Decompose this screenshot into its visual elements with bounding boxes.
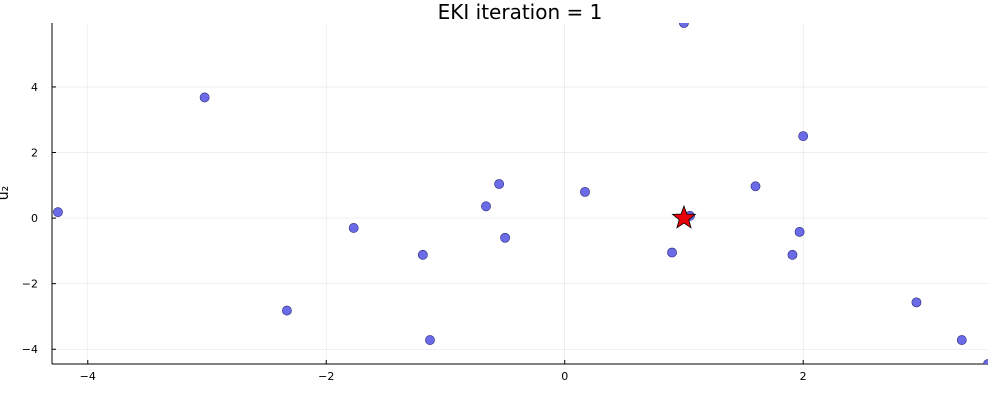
y-tick-label: 4 xyxy=(31,81,38,94)
axes xyxy=(51,23,988,365)
data-point xyxy=(580,186,590,197)
grid xyxy=(52,23,988,364)
x-tick-label: −2 xyxy=(318,370,334,383)
y-tick-label: −2 xyxy=(22,278,38,291)
data-point xyxy=(417,249,428,260)
data-point xyxy=(199,92,210,103)
x-tick-label: −4 xyxy=(80,370,96,383)
data-point xyxy=(750,181,761,192)
data-point xyxy=(53,207,63,218)
data-point xyxy=(679,23,689,28)
data-point xyxy=(494,179,505,189)
y-tick-label: 2 xyxy=(31,147,38,160)
data-point xyxy=(956,335,967,345)
data-point xyxy=(911,297,922,308)
target-star-marker xyxy=(671,204,697,229)
data-point xyxy=(794,226,805,237)
data-point xyxy=(348,223,359,233)
x-tick-label: 2 xyxy=(800,370,807,383)
data-point xyxy=(425,335,435,345)
data-point xyxy=(983,359,988,364)
data-point xyxy=(481,201,491,212)
tick-labels: −4 −2 0 2 −4 −2 0 2 4 xyxy=(22,81,807,383)
data-points xyxy=(53,23,988,364)
x-tick-label: 0 xyxy=(561,370,568,383)
data-point xyxy=(500,232,510,243)
data-point xyxy=(798,131,809,142)
chart-title: EKI iteration = 1 xyxy=(438,0,603,24)
y-tick-label: −4 xyxy=(22,343,38,356)
x-axis-label: u₁ xyxy=(513,396,528,400)
y-axis-label: u₂ xyxy=(0,186,12,201)
data-point xyxy=(787,249,798,260)
data-point xyxy=(667,247,677,258)
data-point xyxy=(281,305,292,316)
y-tick-label: 0 xyxy=(31,212,38,225)
